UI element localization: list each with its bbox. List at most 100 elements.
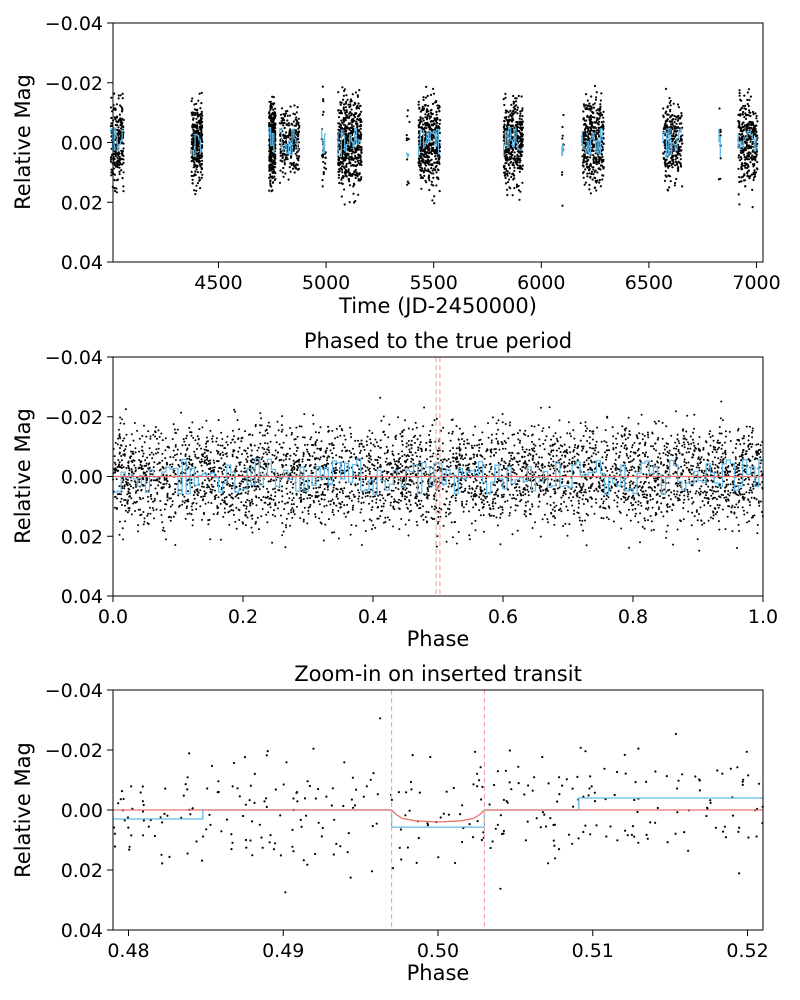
- data-point: [193, 189, 196, 192]
- data-point: [519, 190, 522, 193]
- data-point: [283, 159, 286, 162]
- data-point: [731, 489, 734, 491]
- data-point: [513, 177, 516, 180]
- data-point: [130, 513, 133, 516]
- data-point: [279, 150, 282, 153]
- data-point: [118, 170, 121, 173]
- data-point: [519, 153, 523, 156]
- data-point: [386, 516, 389, 519]
- data-point: [361, 484, 364, 487]
- data-point: [233, 441, 236, 444]
- data-point: [201, 426, 204, 429]
- data-point: [302, 498, 305, 500]
- data-point: [420, 135, 423, 139]
- data-point: [557, 459, 560, 462]
- data-point: [193, 497, 196, 500]
- data-point: [598, 181, 601, 184]
- data-point: [354, 176, 357, 179]
- data-point: [675, 447, 678, 450]
- data-point: [279, 473, 282, 476]
- data-point: [515, 161, 518, 164]
- data-point: [354, 160, 357, 163]
- y-tick-label: 0.02: [61, 192, 103, 214]
- data-point: [513, 151, 516, 154]
- data-point: [596, 179, 599, 182]
- data-point: [206, 458, 209, 461]
- data-point: [520, 470, 523, 472]
- data-point: [341, 182, 344, 185]
- data-point: [670, 491, 673, 494]
- data-point: [268, 189, 271, 192]
- data-point: [359, 162, 362, 165]
- data-point: [740, 157, 743, 161]
- data-point: [284, 136, 287, 139]
- data-point: [745, 157, 748, 160]
- data-point: [261, 456, 264, 459]
- data-point: [271, 189, 274, 192]
- data-point: [519, 126, 522, 129]
- data-point: [192, 138, 195, 142]
- data-point: [281, 152, 285, 156]
- data-point: [596, 129, 600, 132]
- panel-2: 0.0 0.2 0.4 0.6 0.8 1.0 −0.04−0.020.000.020.0…: [11, 329, 778, 651]
- data-point: [354, 122, 358, 125]
- data-point: [349, 105, 352, 108]
- data-point: [241, 453, 243, 456]
- data-point: [760, 470, 763, 473]
- data-point: [349, 174, 353, 177]
- data-point: [339, 160, 343, 163]
- data-point: [665, 175, 668, 178]
- data-point: [354, 168, 357, 171]
- data-point: [360, 110, 363, 113]
- data-point: [271, 95, 274, 98]
- data-point: [190, 481, 193, 484]
- data-point: [697, 464, 700, 467]
- data-point: [272, 116, 275, 119]
- data-point: [615, 437, 618, 440]
- data-point: [425, 169, 428, 172]
- data-point: [582, 103, 586, 106]
- data-point: [581, 171, 585, 175]
- data-point: [354, 91, 357, 94]
- data-point: [198, 178, 202, 181]
- data-point: [500, 457, 503, 460]
- data-point: [436, 107, 439, 110]
- data-point: [282, 166, 285, 170]
- data-point: [370, 458, 373, 461]
- data-point: [421, 159, 424, 162]
- data-point: [598, 117, 601, 120]
- data-point: [654, 463, 657, 466]
- panel-1-ylabel: Relative Mag: [11, 74, 35, 210]
- panel-1-xlabel: Time (JD-2450000): [338, 294, 537, 318]
- data-point: [511, 154, 514, 157]
- data-point: [681, 126, 684, 129]
- data-point: [586, 440, 589, 442]
- data-point: [366, 466, 369, 469]
- data-point: [425, 510, 428, 513]
- data-point: [344, 515, 347, 518]
- data-point: [682, 470, 685, 473]
- data-point: [280, 120, 283, 123]
- data-point: [584, 133, 587, 136]
- data-point: [349, 98, 352, 101]
- data-point: [165, 482, 168, 485]
- data-point: [537, 505, 540, 508]
- data-point: [341, 127, 344, 130]
- data-point: [269, 117, 272, 120]
- data-point: [520, 118, 523, 121]
- data-point: [625, 514, 628, 517]
- data-point: [235, 527, 238, 530]
- data-point: [516, 126, 519, 129]
- data-point: [301, 458, 304, 461]
- data-point: [493, 448, 496, 451]
- data-point: [117, 151, 120, 154]
- data-point: [297, 131, 300, 134]
- data-point: [291, 516, 294, 519]
- data-point: [505, 159, 508, 162]
- data-point: [194, 111, 197, 114]
- data-point: [596, 171, 599, 174]
- data-point: [345, 100, 348, 103]
- data-point: [232, 513, 235, 516]
- data-point: [117, 126, 120, 129]
- data-point: [121, 107, 124, 110]
